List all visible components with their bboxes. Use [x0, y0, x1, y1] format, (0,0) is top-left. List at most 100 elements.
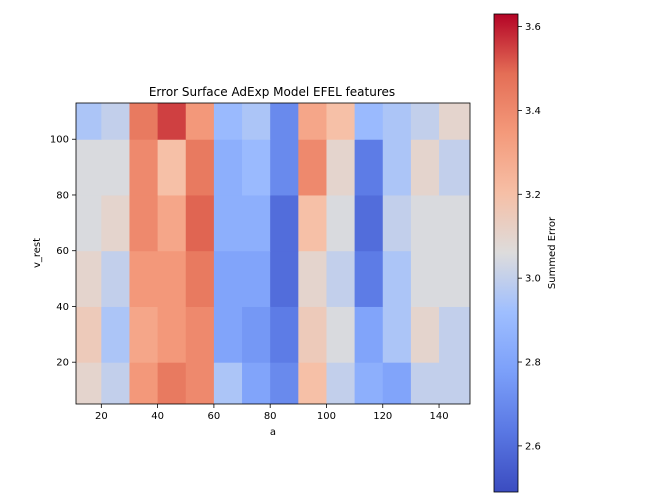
heatmap-cell	[129, 194, 159, 252]
x-tick-label: 40	[151, 411, 164, 422]
heatmap-cell	[382, 194, 412, 252]
heatmap-cell	[185, 139, 215, 196]
heatmap-cells	[76, 103, 470, 404]
colorbar-tick-label: 3.4	[525, 106, 541, 117]
heatmap-cell	[298, 103, 327, 140]
heatmap-cell	[270, 250, 299, 307]
x-tick-label: 60	[208, 411, 221, 422]
heatmap-cell	[354, 194, 384, 252]
heatmap-cell	[242, 362, 271, 404]
heatmap-cell	[76, 250, 102, 307]
heatmap-cell	[242, 103, 271, 140]
heatmap-cell	[326, 103, 356, 140]
heatmap-cell	[76, 103, 102, 140]
x-tick-label: 80	[264, 411, 277, 422]
heatmap-cell	[410, 250, 440, 307]
colorbar-label: Summed Error	[547, 216, 558, 289]
heatmap-cell	[129, 250, 159, 307]
heatmap-cell	[326, 306, 356, 363]
plot-area	[75, 102, 471, 405]
heatmap-cell	[382, 103, 412, 140]
x-axis-label: a	[270, 427, 276, 438]
plot-frame	[75, 102, 471, 405]
colorbar-ticks: 2.6 2.8 3.0 3.2 3.4 3.6	[518, 22, 541, 452]
heatmap-cell	[270, 139, 299, 196]
heatmap-cell	[439, 306, 470, 363]
heatmap-cell	[185, 103, 215, 140]
heatmap-cell	[101, 194, 130, 252]
heatmap-cell	[439, 139, 470, 196]
heatmap-cell	[439, 250, 470, 307]
heatmap-cell	[242, 194, 271, 252]
heatmap-cell	[157, 103, 187, 140]
x-tick-label: 140	[429, 411, 448, 422]
heatmap-cell	[410, 194, 440, 252]
heatmap-cell	[185, 306, 215, 363]
y-tick-label: 40	[56, 302, 69, 313]
heatmap-cell	[76, 306, 102, 363]
heatmap-cell	[185, 250, 215, 307]
heatmap-cell	[76, 362, 102, 404]
heatmap-cell	[382, 139, 412, 196]
heatmap-cell	[213, 306, 243, 363]
heatmap-cell	[326, 250, 356, 307]
heatmap-cell	[213, 362, 243, 404]
x-tick-label: 100	[317, 411, 336, 422]
y-tick-label: 80	[56, 190, 69, 201]
heatmap-cell	[354, 306, 384, 363]
y-tick-label: 60	[56, 246, 69, 257]
heatmap-cell	[298, 306, 327, 363]
heatmap-cell	[101, 306, 130, 363]
heatmap-cell	[298, 139, 327, 196]
heatmap-cell	[213, 194, 243, 252]
heatmap-cell	[298, 194, 327, 252]
heatmap-cell	[242, 139, 271, 196]
heatmap-cell	[298, 362, 327, 404]
heatmap-cell	[157, 250, 187, 307]
heatmap-cell	[326, 362, 356, 404]
heatmap-cell	[410, 362, 440, 404]
heatmap-cell	[129, 139, 159, 196]
x-axis: 20 40 60 80 100 120 140	[95, 404, 449, 422]
colorbar-tick-label: 3.6	[525, 22, 541, 33]
heatmap-cell	[270, 306, 299, 363]
chart-title: Error Surface AdExp Model EFEL features	[149, 85, 395, 99]
heatmap-cell	[157, 139, 187, 196]
heatmap-cell	[157, 306, 187, 363]
heatmap-cell	[101, 103, 130, 140]
heatmap-cell	[326, 139, 356, 196]
heatmap-cell	[101, 362, 130, 404]
heatmap-cell	[270, 194, 299, 252]
colorbar: 2.6 2.8 3.0 3.2 3.4 3.6 Summed Error	[493, 13, 558, 493]
colorbar-gradient	[493, 13, 519, 493]
heatmap-cell	[439, 103, 470, 140]
heatmap-cell	[439, 194, 470, 252]
y-tick-label: 20	[56, 358, 69, 369]
heatmap-cell	[410, 139, 440, 196]
heatmap-cell	[382, 362, 412, 404]
heatmap-cell	[354, 362, 384, 404]
heatmap-cell	[439, 362, 470, 404]
heatmap-cell	[157, 194, 187, 252]
heatmap-cell	[270, 103, 299, 140]
heatmap-cell	[213, 103, 243, 140]
y-tick-label: 100	[50, 135, 69, 146]
heatmap-cell	[410, 306, 440, 363]
heatmap-cell	[185, 362, 215, 404]
colorbar-tick-label: 2.8	[525, 358, 541, 369]
heatmap-cell	[129, 306, 159, 363]
heatmap-cell	[129, 103, 159, 140]
heatmap-cell	[354, 250, 384, 307]
y-axis: 20 40 60 80 100	[50, 135, 76, 369]
colorbar-tick-label: 2.6	[525, 441, 541, 452]
x-tick-label: 20	[95, 411, 108, 422]
heatmap-cell	[213, 250, 243, 307]
heatmap-cell	[76, 194, 102, 252]
heatmap-cell	[76, 139, 102, 196]
heatmap-cell	[382, 250, 412, 307]
heatmap-cell	[101, 139, 130, 196]
x-tick-label: 120	[373, 411, 392, 422]
heatmap-cell	[185, 194, 215, 252]
heatmap-cell	[242, 306, 271, 363]
